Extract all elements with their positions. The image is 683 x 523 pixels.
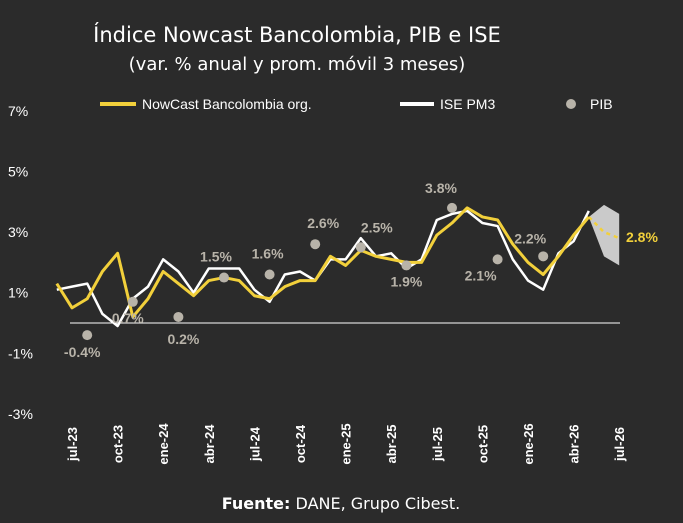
pib-data-label: 2.2% [514,230,546,246]
pib-data-label: -0.4% [64,344,101,360]
pib-data-label: 0.7% [112,310,144,326]
chart-subtitle: (var. % anual y prom. móvil 3 meses) [129,54,466,75]
y-tick-label: -1% [8,345,33,361]
y-tick-label: 5% [8,164,28,180]
pib-point [82,330,93,341]
pib-point [492,254,503,265]
pib-point [538,251,549,262]
x-tick-label: abr-25 [384,424,399,463]
pib-point [401,260,412,271]
x-tick-label: ene-25 [339,423,354,464]
source-text: DANE, Grupo Cibest. [290,494,460,513]
x-tick-label: jul-23 [65,427,80,462]
x-tick-label: jul-26 [612,427,627,462]
pib-data-label: 2.1% [465,267,497,283]
x-tick-label: ene-24 [156,423,171,465]
x-axis: jul-23 oct-23 ene-24 abr-24 jul-24 oct-24 ene-… [65,423,627,465]
source-note: Fuente: DANE, Grupo Cibest. [222,494,460,513]
x-tick-label: abr-26 [567,424,582,463]
pib-data-label: 1.6% [252,246,284,262]
y-tick-label: 3% [8,224,28,240]
y-tick-label: 1% [8,285,28,301]
forecast-band [588,204,620,266]
pib-data-label: 3.8% [425,180,457,196]
nowcast-line [55,206,590,319]
pib-data-label: 1.9% [390,273,422,289]
pib-data-label: 2.6% [307,215,339,231]
legend-pib-label: PIB [590,96,613,112]
pib-data-label: 1.5% [200,249,232,265]
nowcast-forecast-line [587,216,620,240]
source-prefix: Fuente: [222,494,291,513]
y-axis: 7% 5% 3% 1% -1% -3% [8,103,33,422]
forecast-data-label: 2.8% [626,229,658,245]
x-tick-label: oct-25 [475,425,490,463]
legend-nowcast-label: NowCast Bancolombia org. [142,96,312,112]
legend: NowCast Bancolombia org. ISE PM3 PIB [100,96,613,112]
x-tick-label: abr-24 [202,424,217,464]
pib-data-label: 2.5% [361,219,393,235]
pib-point [355,242,366,253]
x-tick-label: jul-24 [247,426,262,462]
plot-area: -0.4% 0.7% 0.2% 1.5% 1.6% 2.6% 2.5% 1.9% 3.8% 2.1… [55,180,658,360]
pib-data-label: 0.2% [167,331,199,347]
pib-point [127,296,138,307]
pib-point [219,272,229,283]
pib-point [310,239,321,250]
y-tick-label: 7% [8,103,28,119]
x-tick-label: oct-23 [111,425,126,463]
x-tick-label: jul-25 [430,427,445,462]
y-tick-label: -3% [8,406,33,422]
chart-title: Índice Nowcast Bancolombia, PIB e ISE [93,22,501,47]
pib-point [264,269,275,280]
legend-ise-label: ISE PM3 [440,96,495,112]
x-tick-label: oct-24 [293,424,308,463]
pib-point [173,311,184,322]
pib-point [447,202,457,213]
legend-pib-marker [566,99,576,109]
x-tick-label: ene-26 [521,423,536,464]
